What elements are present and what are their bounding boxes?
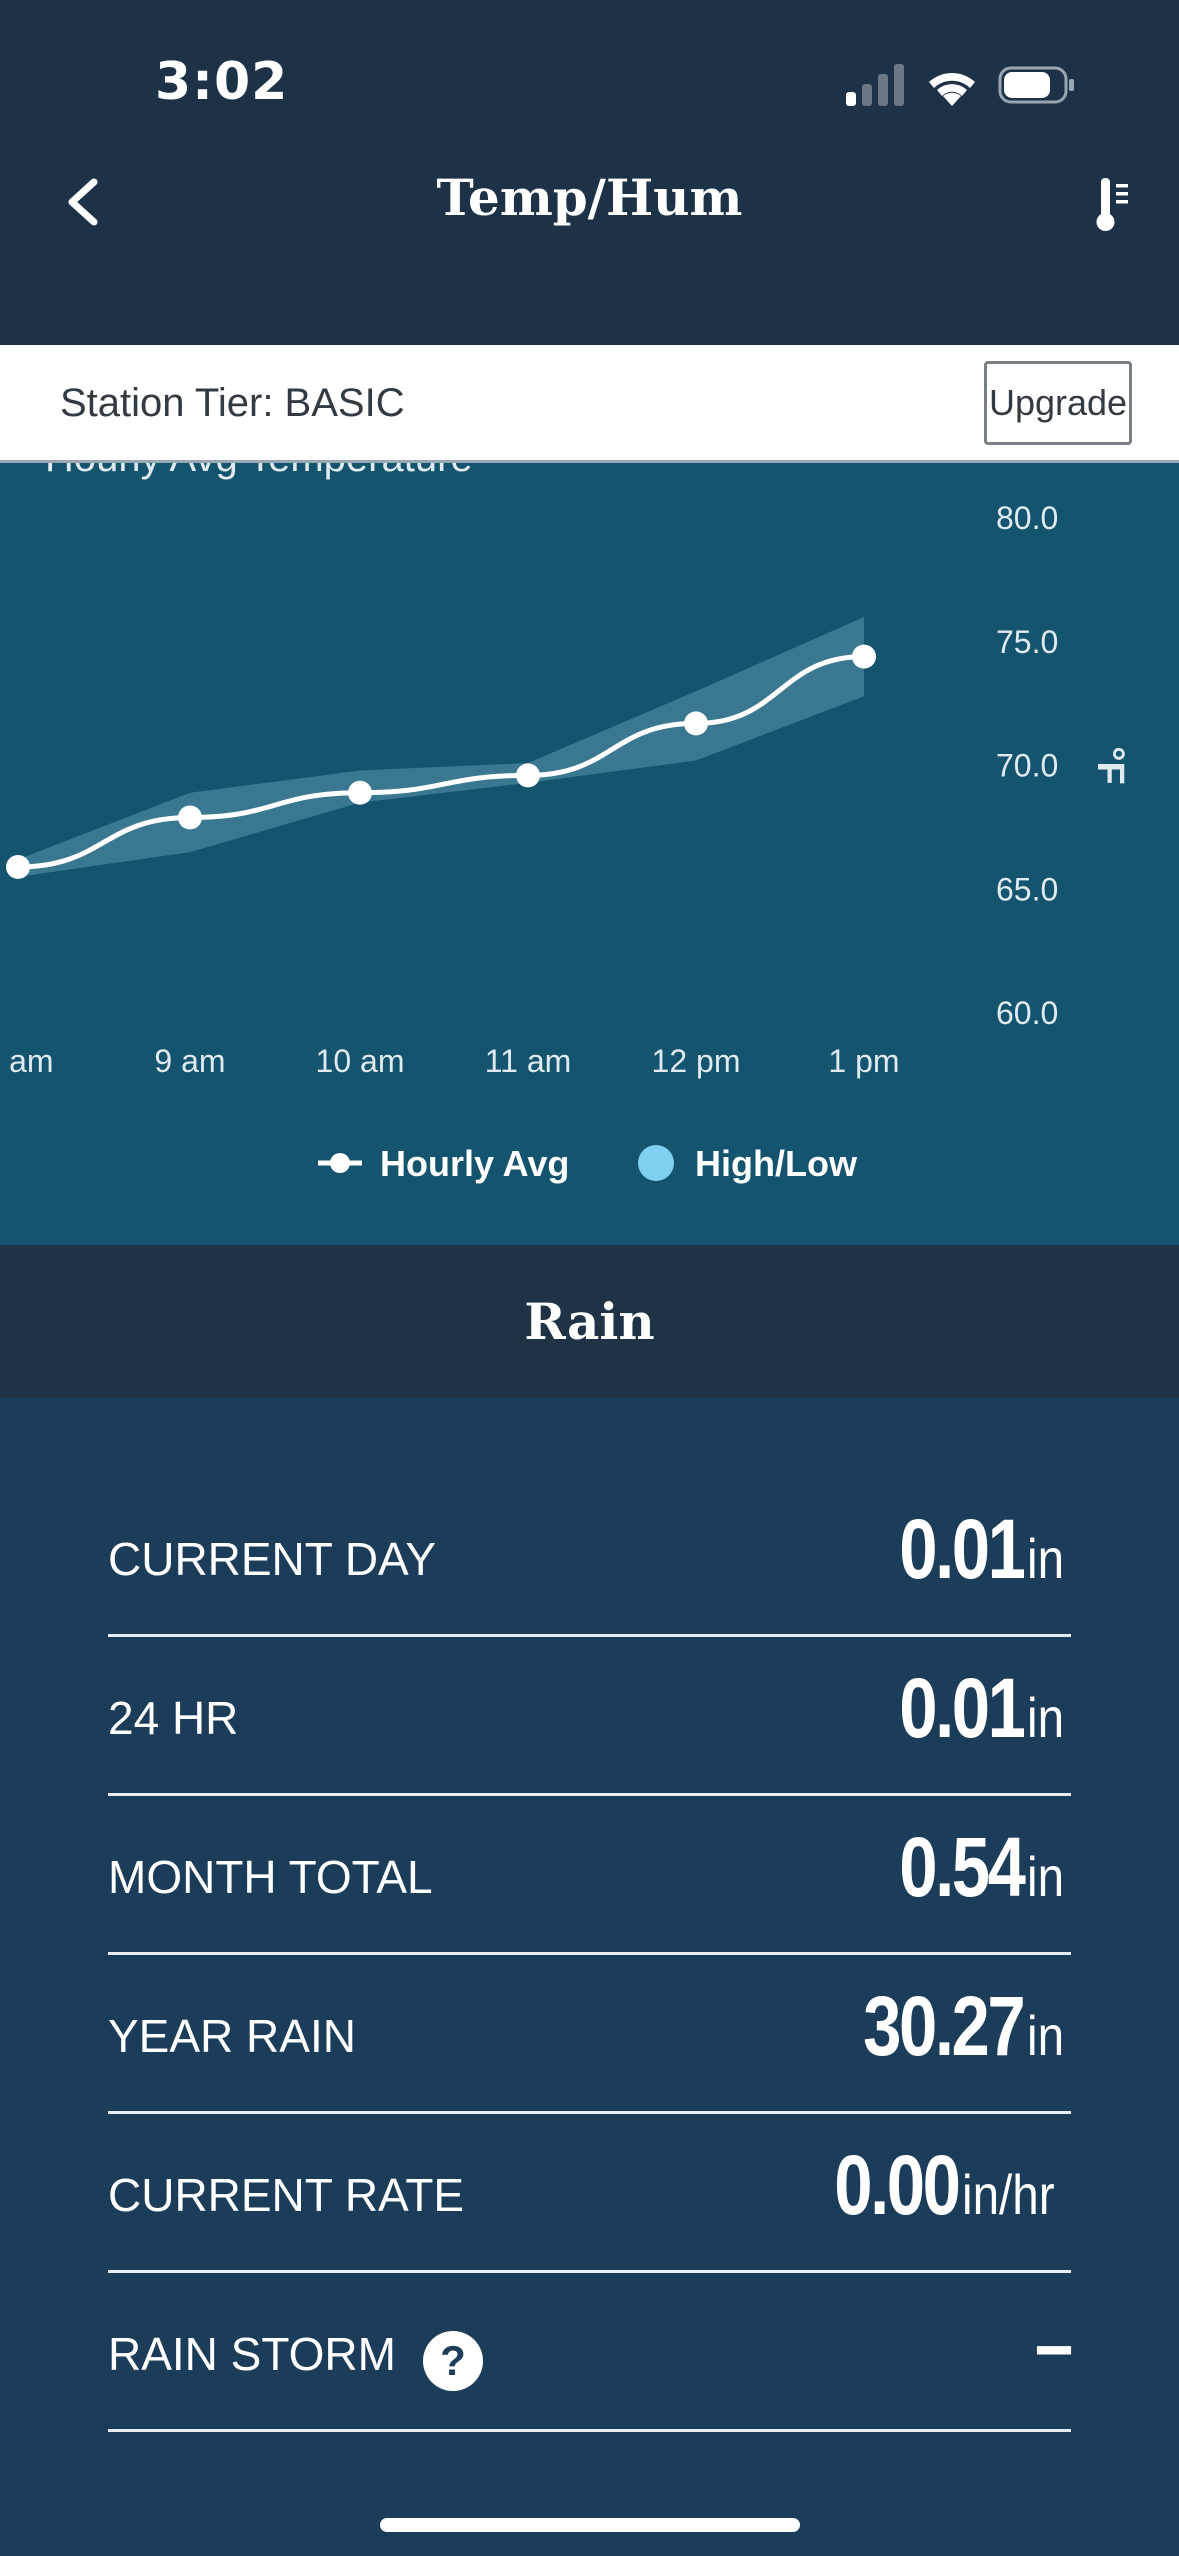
legend-hourly-avg[interactable]: Hourly Avg (318, 1143, 569, 1184)
rain-value-unit: in (1027, 1845, 1065, 1908)
y-tick-label: 65.0 (996, 871, 1058, 907)
rain-row-label: CURRENT RATE (108, 2169, 465, 2221)
rain-row: CURRENT DAY 0.01in (108, 1478, 1071, 1637)
rain-row: RAIN STORM? – (108, 2273, 1073, 2432)
chart-title: Hourly Avg Temperature (45, 463, 473, 480)
rain-row-label: RAIN STORM (108, 2328, 396, 2380)
legend-high-low[interactable]: High/Low (638, 1143, 858, 1184)
rain-row: 24 HR 0.01in (108, 1637, 1071, 1796)
x-tick-label: 1 pm (828, 1043, 899, 1079)
legend-label-high-low: High/Low (695, 1143, 858, 1184)
x-tick-label: 8 am (0, 1043, 54, 1079)
battery-icon (998, 66, 1074, 104)
rain-row-value: 0.54in (872, 1819, 1071, 1916)
wifi-icon (929, 73, 975, 106)
x-tick-label: 11 am (485, 1043, 572, 1079)
rain-value-unit: in (1027, 2004, 1065, 2067)
x-tick-label: 9 am (154, 1043, 225, 1079)
rain-row-value: 0.00in/hr (807, 2137, 1071, 2234)
rain-row-value: 0.01in (872, 1660, 1071, 1757)
hourly-avg-point[interactable] (852, 644, 876, 669)
help-icon[interactable]: ? (423, 2331, 483, 2391)
rain-section-title: Rain (524, 1292, 655, 1351)
rain-row-value: 0.01in (872, 1501, 1071, 1598)
rain-value-number: 0.54 (899, 1820, 1026, 1914)
rain-section-header: Rain (0, 1245, 1179, 1398)
legend-dot-swatch (330, 1153, 350, 1173)
thermometer-button[interactable] (1080, 170, 1140, 240)
rain-value-number: – (1035, 2297, 1073, 2391)
rain-value-number: 0.00 (833, 2138, 961, 2232)
hourly-avg-point[interactable] (684, 711, 708, 736)
y-axis-unit-label: °F (1089, 746, 1131, 784)
chart-svg: Hourly Avg Temperature 80.0 75.0 70.0 65.0 6… (0, 463, 1131, 1184)
y-tick-label: 70.0 (996, 748, 1058, 784)
thermometer-icon (1096, 178, 1128, 231)
rain-value-number: 30.27 (863, 1979, 1026, 2073)
rain-value-unit: in (1027, 1527, 1065, 1590)
back-button[interactable] (50, 160, 120, 240)
home-indicator[interactable] (380, 2518, 800, 2532)
y-tick-label: 60.0 (996, 995, 1058, 1031)
x-tick-label: 10 am (316, 1043, 405, 1079)
legend-label-hourly-avg: Hourly Avg (380, 1143, 569, 1184)
rain-row: YEAR RAIN 30.27in (108, 1955, 1071, 2114)
hourly-avg-point[interactable] (178, 805, 202, 830)
y-tick-label: 75.0 (996, 624, 1058, 660)
legend: Hourly Avg High/Low (318, 1143, 858, 1184)
page-title: Temp/Hum (436, 168, 743, 227)
high-low-band (18, 617, 864, 877)
rain-row-value: 30.27in (828, 1978, 1071, 2075)
status-time: 3:02 (155, 52, 289, 112)
rain-value-number: 0.01 (899, 1661, 1026, 1755)
hourly-avg-point[interactable] (348, 780, 372, 805)
hourly-avg-line (17, 654, 865, 870)
y-tick-label: 80.0 (996, 500, 1058, 536)
chevron-left-icon (68, 178, 98, 226)
rain-row-label: CURRENT DAY (108, 1533, 436, 1585)
temperature-chart: Hourly Avg Temperature 80.0 75.0 70.0 65.0 6… (0, 463, 1179, 1245)
upgrade-button[interactable]: Upgrade (984, 361, 1132, 445)
rain-row: CURRENT RATE 0.00in/hr (108, 2114, 1071, 2273)
hourly-avg-point[interactable] (516, 763, 540, 788)
station-tier-text: Station Tier: BASIC (60, 381, 405, 425)
rain-value-unit: in/hr (962, 2163, 1055, 2226)
rain-row-label: MONTH TOTAL (108, 1851, 433, 1903)
rain-row-label: YEAR RAIN (108, 2010, 356, 2062)
rain-row-value: – (1027, 2296, 1073, 2393)
rain-row: MONTH TOTAL 0.54in (108, 1796, 1071, 1955)
app-header (0, 0, 1179, 345)
station-tier-bar: Station Tier: BASIC Upgrade (0, 345, 1179, 463)
x-tick-label: 12 pm (652, 1043, 741, 1079)
rain-row-label: 24 HR (108, 1692, 239, 1744)
status-icons (846, 64, 1074, 106)
signal-icon (846, 64, 904, 106)
hourly-avg-point[interactable] (6, 854, 30, 879)
rain-value-unit: in (1027, 1686, 1065, 1749)
rain-value-number: 0.01 (899, 1502, 1026, 1596)
legend-high-low-swatch (638, 1145, 674, 1181)
